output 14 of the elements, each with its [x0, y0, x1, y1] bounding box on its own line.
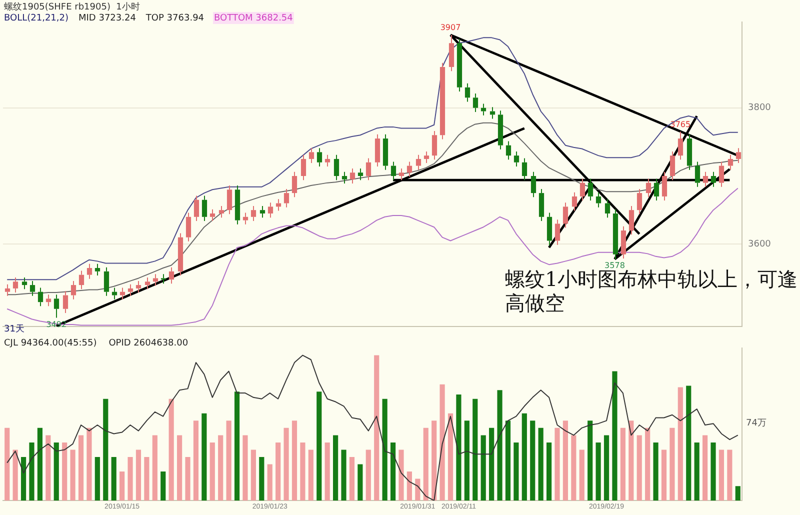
text: OPID 2604638.00: [108, 338, 188, 348]
y-tick-label: 3600: [748, 239, 772, 250]
text: 74万: [746, 418, 766, 428]
chart-title: 螺纹1905(SHFE rb1905) 1小时: [4, 1, 140, 12]
annotation: BOLL(21,21,2): [4, 13, 69, 24]
annotation: MID 3723.24: [78, 13, 136, 24]
annotation: 31天: [4, 323, 24, 334]
text: CJL 94364.00(45:55): [4, 338, 97, 348]
annotation: 3907: [440, 23, 461, 32]
annotation: BOTTOM 3682.54: [214, 13, 294, 24]
annotation: 3765: [670, 120, 691, 129]
y-tick-label: 3800: [748, 103, 772, 114]
annotation: 3492: [46, 320, 67, 329]
annotation: TOP 3763.94: [144, 13, 204, 24]
